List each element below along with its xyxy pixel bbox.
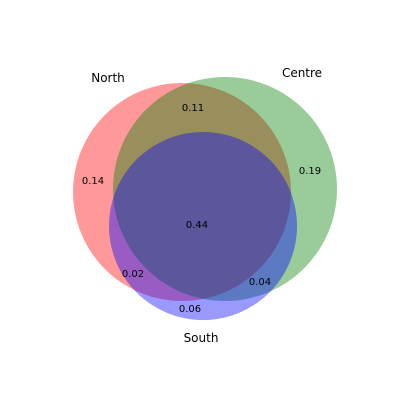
region-labels: 0.14 0.19 0.06 0.11 0.02 0.04 0.44 — [82, 103, 321, 315]
venn-circles — [73, 77, 337, 320]
region-north-only: 0.14 — [82, 176, 104, 187]
set-label-centre: Centre — [282, 66, 322, 80]
set-label-north: North — [91, 71, 125, 85]
circle-north — [73, 83, 291, 301]
region-north-centre: 0.11 — [182, 103, 204, 114]
region-all-three: 0.44 — [186, 220, 208, 231]
region-centre-south: 0.04 — [249, 277, 271, 288]
region-north-south: 0.02 — [122, 269, 144, 280]
set-label-south: South — [184, 331, 219, 345]
region-south-only: 0.06 — [179, 304, 201, 315]
set-labels: North Centre South — [91, 66, 322, 345]
circle-south — [109, 132, 297, 320]
circle-centre — [113, 77, 337, 301]
region-centre-only: 0.19 — [299, 166, 321, 177]
